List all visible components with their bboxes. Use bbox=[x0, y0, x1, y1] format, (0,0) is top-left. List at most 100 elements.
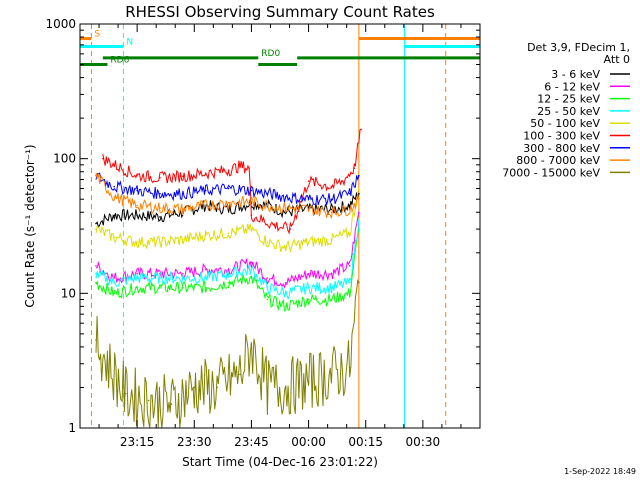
legend-entry-0: 3 - 6 keV bbox=[551, 68, 600, 81]
x-tick-label: 23:45 bbox=[234, 435, 269, 449]
x-axis-ticks: 23:15 23:30 23:45 00:00 00:15 00:30 bbox=[79, 24, 481, 449]
series-6-point-7 bbox=[250, 189, 253, 192]
series-2-point-4 bbox=[182, 286, 184, 289]
series-5-point-4 bbox=[182, 175, 184, 178]
series-7-point-5 bbox=[204, 204, 207, 207]
series-3-point-9 bbox=[284, 292, 287, 295]
series-4-point-0 bbox=[95, 228, 97, 230]
series-0-point-1 bbox=[113, 214, 116, 217]
series-3-point-8 bbox=[266, 286, 269, 289]
series-1-point-0 bbox=[95, 265, 97, 267]
x-tick-label: 00:15 bbox=[348, 435, 383, 449]
series-2-point-7 bbox=[250, 277, 253, 279]
series-8-point-2 bbox=[124, 392, 127, 395]
series-7-point-2 bbox=[136, 204, 138, 207]
series-3-point-10 bbox=[307, 286, 310, 289]
series-5-point-14 bbox=[342, 180, 344, 183]
series-0-point-0 bbox=[95, 222, 97, 225]
series-1-point-13 bbox=[358, 211, 360, 214]
series-line-1 bbox=[96, 212, 360, 289]
plot-frame bbox=[79, 23, 481, 429]
series-5-point-1 bbox=[113, 164, 116, 166]
series-7-point-0 bbox=[95, 174, 97, 177]
series-7 bbox=[95, 172, 360, 219]
series-4-point-10 bbox=[307, 241, 310, 243]
series-6-point-13 bbox=[358, 174, 360, 177]
legend-entry-4: 50 - 100 keV bbox=[530, 117, 600, 130]
series-8-point-6 bbox=[216, 386, 218, 389]
series-0-point-2 bbox=[136, 214, 138, 217]
series-4-point-6 bbox=[227, 232, 230, 234]
series-7-point-10 bbox=[307, 208, 310, 211]
series-1-point-9 bbox=[284, 281, 287, 284]
state-flags: S N RD0 RD6 bbox=[80, 30, 480, 67]
legend-header: Det 3,9, FDecim 1, bbox=[527, 41, 630, 54]
series-2 bbox=[95, 228, 360, 312]
series-2-point-11 bbox=[330, 298, 333, 301]
series-3-point-7 bbox=[250, 268, 253, 271]
y-tick-label: 1 bbox=[68, 421, 76, 435]
y-axis-label: Count Rate (s⁻¹ detector⁻¹) bbox=[23, 144, 37, 307]
series-4-point-7 bbox=[250, 228, 253, 230]
x-tick-label: 23:15 bbox=[120, 435, 155, 449]
series-1-point-1 bbox=[113, 277, 116, 279]
series-1-point-10 bbox=[307, 272, 310, 275]
x-tick-label: 00:00 bbox=[291, 435, 326, 449]
series-5-point-13 bbox=[330, 185, 333, 188]
series-4-point-4 bbox=[182, 238, 184, 241]
series-5 bbox=[102, 128, 362, 235]
series-2-point-6 bbox=[227, 281, 230, 284]
series-2-point-3 bbox=[159, 286, 161, 289]
series-5-point-6 bbox=[227, 169, 230, 172]
x-tick-label: 23:30 bbox=[177, 435, 212, 449]
series-8-point-5 bbox=[193, 386, 196, 389]
series-5-point-12 bbox=[307, 180, 310, 183]
series-0-point-11 bbox=[330, 208, 333, 211]
series-3-point-2 bbox=[136, 277, 138, 279]
flag-label-rd0: RD0 bbox=[261, 49, 280, 59]
series-6-point-5 bbox=[204, 189, 207, 192]
series-3-point-6 bbox=[227, 272, 230, 275]
series-5-point-2 bbox=[136, 174, 138, 177]
series-2-point-2 bbox=[136, 286, 138, 289]
series-7-point-4 bbox=[182, 208, 184, 211]
series-7-point-8 bbox=[266, 204, 269, 207]
legend-entry-5: 100 - 300 keV bbox=[523, 130, 600, 143]
series-3-point-4 bbox=[182, 277, 184, 279]
series-8-point-1 bbox=[106, 362, 109, 365]
series-5-point-15 bbox=[353, 167, 356, 169]
series-5-point-10 bbox=[273, 224, 276, 227]
x-axis-label: Start Time (04-Dec-16 23:01:22) bbox=[182, 455, 378, 469]
series-6-point-2 bbox=[136, 189, 138, 192]
series-7-point-9 bbox=[284, 207, 287, 209]
series-6-point-4 bbox=[182, 192, 184, 195]
series-7-point-6 bbox=[227, 202, 230, 204]
series-2-point-0 bbox=[95, 281, 97, 284]
series-5-point-9 bbox=[250, 214, 253, 217]
series-5-point-8 bbox=[248, 167, 250, 169]
flag-label-rd6: RD6 bbox=[110, 56, 129, 66]
legend-entry-2: 12 - 25 keV bbox=[537, 93, 600, 106]
series-0-point-12 bbox=[348, 204, 351, 207]
series-7-point-7 bbox=[250, 200, 253, 203]
series-8 bbox=[95, 278, 360, 429]
series-8-point-12 bbox=[330, 373, 333, 376]
legend-entry-8: 7000 - 15000 keV bbox=[502, 166, 600, 179]
legend-header: Att 0 bbox=[604, 53, 630, 66]
flag-label-s: S bbox=[94, 30, 100, 40]
series-line-4 bbox=[95, 188, 360, 253]
series-5-point-7 bbox=[239, 165, 241, 167]
series-4-point-11 bbox=[330, 238, 333, 241]
series-line-6 bbox=[95, 172, 360, 206]
series-3 bbox=[95, 219, 360, 301]
series-1-point-8 bbox=[266, 277, 269, 279]
series-6-point-10 bbox=[307, 198, 310, 201]
series-4-point-13 bbox=[358, 187, 360, 190]
series-6-point-11 bbox=[330, 198, 333, 201]
series-3-point-1 bbox=[113, 281, 116, 284]
series-2-point-8 bbox=[266, 298, 269, 301]
series-6-point-12 bbox=[348, 192, 351, 195]
series-5-point-0 bbox=[102, 157, 104, 160]
